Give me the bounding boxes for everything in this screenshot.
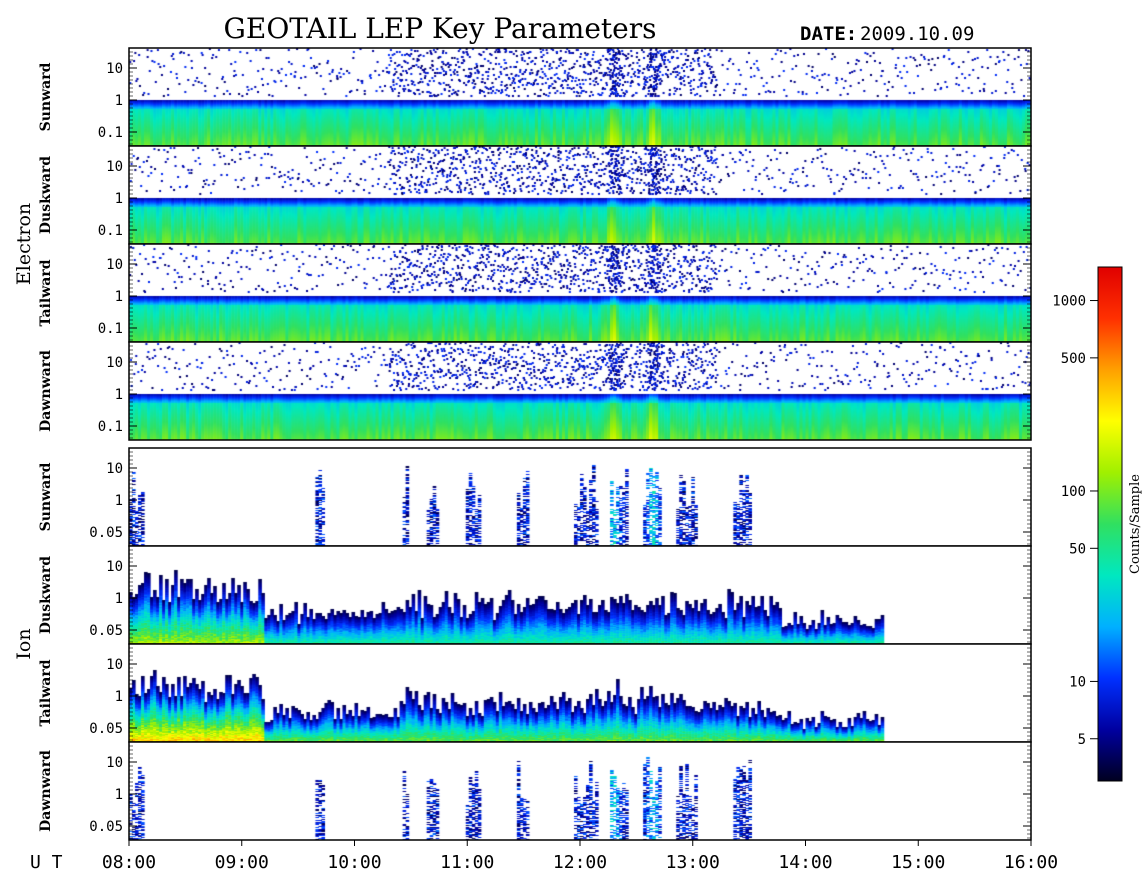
panel-electron-duskward: 10 1 0.1 Duskward: [38, 145, 1032, 245]
colorbar-label: Counts/Sample: [1128, 474, 1142, 574]
spectrogram-image: [129, 244, 1031, 342]
spectrogram-panels: 10 1 0.1 Sunward 10 1 0.1 Duskward 10 1 0.1 Tailwar…: [13, 47, 1032, 841]
colorbar-tick-label: 10: [1069, 674, 1086, 690]
direction-label: Sunward: [38, 62, 54, 131]
y-tick-label: 1: [115, 191, 123, 207]
y-tick-label: 10: [106, 355, 123, 371]
direction-label: Dawnward: [38, 750, 54, 832]
colorbar-gradient: [1097, 266, 1123, 782]
y-tick-label: 0.1: [98, 223, 123, 239]
panel-electron-sunward: 10 1 0.1 Sunward: [38, 47, 1032, 147]
y-tick-label: 0.05: [89, 721, 123, 737]
panel-frame: [128, 341, 1032, 441]
direction-label: Dawnward: [38, 350, 54, 432]
panel-ion-tailward: 10 1 0.05 Tailward: [38, 643, 1032, 743]
spectrogram-image: [129, 448, 1031, 546]
y-tick-label: 1: [115, 493, 123, 509]
chart-title: GEOTAIL LEP Key Parameters: [224, 12, 657, 45]
spectrogram-image: [129, 644, 1031, 742]
spectrogram-image: [129, 742, 1031, 840]
group-label: Ion: [13, 628, 35, 659]
panel-electron-tailward: 10 1 0.1 Tailward: [38, 243, 1032, 343]
group-label: Electron: [13, 203, 35, 285]
y-tick-label: 1: [115, 787, 123, 803]
x-tick-label: 16:00: [1004, 852, 1058, 873]
spectrogram-image: [129, 48, 1031, 146]
x-tick-label: 09:00: [215, 852, 269, 873]
y-tick-label: 0.1: [98, 419, 123, 435]
spectrogram-image: [129, 342, 1031, 440]
y-tick-label: 0.05: [89, 819, 123, 835]
colorbar-tick-label: 100: [1061, 484, 1086, 500]
colorbar: 5 10 50 100 500 1000 Counts/Sample: [1052, 266, 1142, 782]
x-tick-label: 13:00: [666, 852, 720, 873]
direction-label: Duskward: [38, 156, 54, 234]
x-tick-label: 14:00: [778, 852, 832, 873]
y-tick-label: 10: [106, 657, 123, 673]
y-tick-label: 1: [115, 591, 123, 607]
y-tick-label: 10: [106, 755, 123, 771]
panel-ion-duskward: 10 1 0.05 Duskward: [38, 545, 1032, 645]
y-tick-label: 1: [115, 93, 123, 109]
colorbar-tick-label: 5: [1078, 732, 1086, 748]
y-tick-label: 10: [106, 559, 123, 575]
ut-axis-label: U T: [30, 852, 63, 873]
x-tick-label: 10:00: [327, 852, 381, 873]
y-tick-label: 0.05: [89, 525, 123, 541]
x-tick-label: 08:00: [102, 852, 156, 873]
y-tick-label: 10: [106, 61, 123, 77]
direction-label: Tailward: [38, 659, 54, 726]
panel-electron-dawnward: 10 1 0.1 Dawnward: [38, 341, 1032, 441]
colorbar-tick-label: 1000: [1052, 294, 1086, 310]
date-label: DATE:: [800, 23, 857, 45]
direction-label: Sunward: [38, 462, 54, 531]
y-tick-label: 1: [115, 289, 123, 305]
colorbar-tick-label: 500: [1061, 351, 1086, 367]
panel-ion-sunward: 10 1 0.05 Sunward: [38, 447, 1032, 547]
x-tick-label: 11:00: [440, 852, 494, 873]
spectrogram-image: [129, 146, 1031, 244]
direction-label: Tailward: [38, 259, 54, 326]
x-tick-label: 12:00: [553, 852, 607, 873]
direction-label: Duskward: [38, 556, 54, 634]
y-tick-label: 0.1: [98, 125, 123, 141]
y-tick-label: 10: [106, 257, 123, 273]
ut-axis: U T 08:00 09:00 10:00 11:00 12:00 13:00 14:00 1…: [30, 840, 1058, 873]
y-tick-label: 1: [115, 387, 123, 403]
date-value: 2009.10.09: [860, 23, 974, 45]
y-tick-label: 1: [115, 689, 123, 705]
y-tick-label: 0.05: [89, 623, 123, 639]
panel-ion-dawnward: 10 1 0.05 Dawnward: [38, 741, 1032, 841]
y-tick-label: 10: [106, 461, 123, 477]
y-tick-label: 10: [106, 159, 123, 175]
x-tick-label: 15:00: [891, 852, 945, 873]
colorbar-tick-label: 50: [1069, 541, 1086, 557]
spectrogram-image: [129, 546, 1031, 644]
y-tick-label: 0.1: [98, 321, 123, 337]
